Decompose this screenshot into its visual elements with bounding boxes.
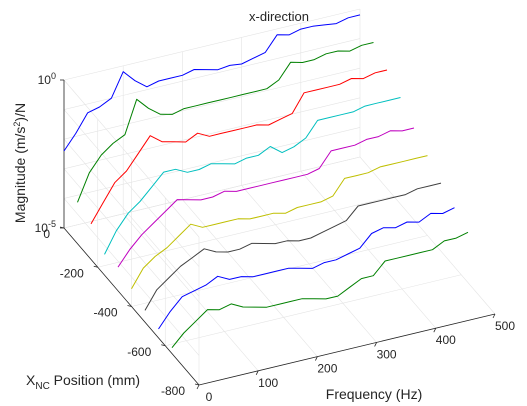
- y-axis-title-main: X: [26, 372, 36, 388]
- y-axis-title-rest: Position (mm): [50, 372, 140, 388]
- series-lines: [63, 14, 469, 349]
- z-tick-base: 10: [35, 221, 49, 235]
- series-line: [158, 207, 455, 330]
- x-tick-label: 300: [377, 347, 397, 361]
- z-tick-base: 10: [38, 73, 52, 87]
- x-tick-label: 400: [436, 333, 456, 347]
- z-axis-title-pre: Magnitude (m/s: [12, 127, 28, 223]
- z-axis-title-sup: 2: [12, 122, 22, 127]
- y-axis-title: XNC Position (mm): [26, 372, 140, 392]
- x-tick-mark: [433, 328, 437, 333]
- z-tick-exponent: 0: [51, 71, 56, 81]
- y-tick-label: -400: [93, 306, 117, 320]
- z-axis-title-post: )/N: [12, 103, 28, 122]
- y-tick-label: -200: [60, 266, 84, 280]
- series-line: [90, 69, 388, 225]
- series-line: [63, 14, 361, 152]
- grid-line: [63, 109, 200, 267]
- y-tick-label: 0: [43, 227, 50, 241]
- grid-line: [63, 97, 361, 170]
- y-tick-mark: [93, 265, 98, 268]
- x-tick-mark: [492, 313, 496, 319]
- series-line: [144, 182, 442, 311]
- grid-line: [63, 156, 361, 229]
- grid-line: [63, 38, 361, 110]
- y-axis-title-sub: NC: [35, 381, 49, 392]
- series-line: [171, 231, 469, 349]
- grid-line: [131, 235, 428, 307]
- x-tick-label: 200: [317, 362, 337, 376]
- x-tick-mark: [315, 356, 318, 361]
- x-axis-title: Frequency (Hz): [326, 386, 422, 402]
- z-tick-label: 100: [38, 71, 56, 87]
- series-line: [77, 42, 374, 203]
- y-tick-mark: [194, 383, 200, 386]
- grid-line: [63, 8, 361, 81]
- grid-line: [63, 67, 361, 140]
- y-tick-mark: [127, 305, 132, 307]
- grid-line: [63, 198, 200, 356]
- x-tick-mark: [374, 342, 377, 347]
- x-axis-line: [198, 313, 496, 386]
- z-tick-exponent: -5: [48, 219, 56, 229]
- grid-lines: [59, 8, 496, 390]
- x-tick-mark: [255, 370, 259, 375]
- x-tick-label: 100: [258, 376, 278, 390]
- series-line: [104, 97, 401, 255]
- x-tick-label: 0: [206, 390, 213, 404]
- y-tick-label: -600: [127, 345, 151, 359]
- grid-line: [63, 79, 200, 238]
- y-tick-label: -800: [161, 384, 185, 398]
- grid-line: [165, 274, 462, 347]
- grid-line: [63, 127, 361, 199]
- series-line: [117, 127, 415, 268]
- z-axis-title: Magnitude (m/s2)/N: [12, 103, 28, 223]
- chart-title: x-direction: [249, 9, 309, 24]
- series-line: [131, 155, 428, 289]
- y-tick-mark: [161, 344, 166, 347]
- z-tick-label: 10-5: [35, 219, 56, 235]
- grid-line: [97, 195, 394, 268]
- x-tick-label: 500: [495, 319, 515, 333]
- x-tick-mark: [196, 384, 200, 390]
